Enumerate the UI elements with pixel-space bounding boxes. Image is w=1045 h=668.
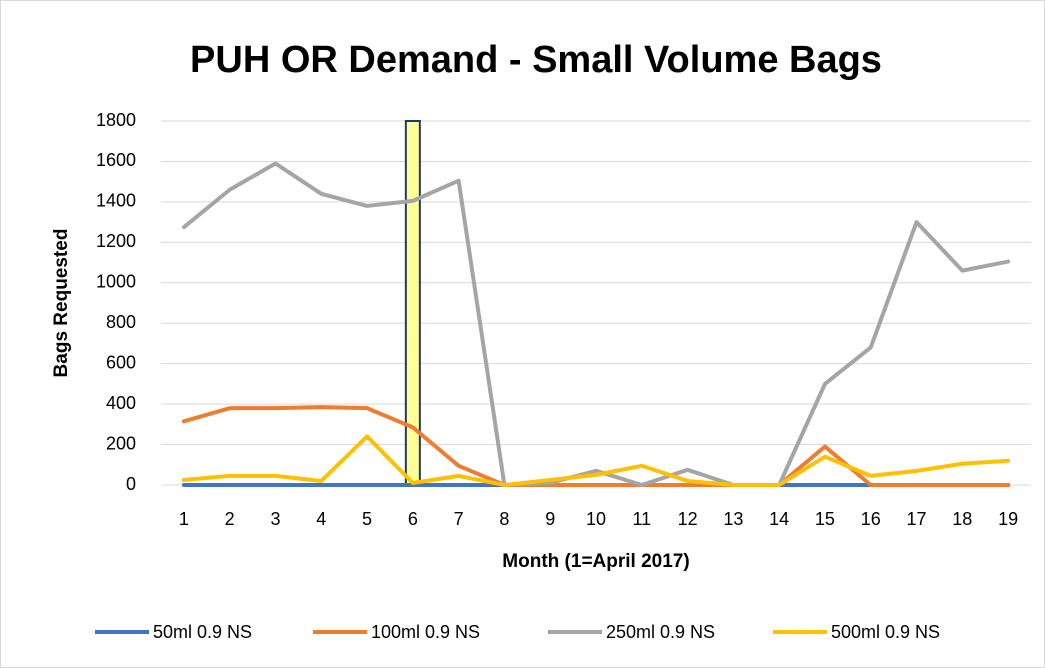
x-axis-title: Month (1=April 2017) [502, 551, 689, 572]
x-tick-label: 3 [270, 509, 280, 529]
y-axis-title: Bags Requested [51, 229, 72, 378]
y-tick-label: 1200 [96, 231, 136, 251]
x-tick-label: 11 [632, 509, 651, 529]
legend-label: 50ml 0.9 NS [153, 622, 252, 642]
x-tick-label: 19 [998, 509, 1018, 529]
y-tick-label: 1400 [96, 191, 136, 211]
legend-label: 250ml 0.9 NS [606, 622, 715, 642]
y-tick-label: 1800 [96, 110, 136, 130]
y-tick-label: 1000 [96, 272, 136, 292]
legend-label: 500ml 0.9 NS [831, 622, 940, 642]
series-line [181, 434, 1011, 487]
x-tick-label: 5 [362, 509, 372, 529]
y-tick-label: 800 [106, 312, 136, 332]
y-tick-label: 600 [106, 352, 136, 372]
series-line [181, 405, 1011, 487]
x-tick-label: 8 [499, 509, 509, 529]
chart-title: PUH OR Demand - Small Volume Bags [190, 39, 882, 81]
x-tick-label: 15 [815, 509, 835, 529]
x-tick-label: 9 [545, 509, 555, 529]
x-tick-label: 18 [952, 509, 972, 529]
x-tick-label: 14 [769, 509, 789, 529]
x-tick-label: 2 [225, 509, 235, 529]
x-tick-label: 16 [861, 509, 881, 529]
x-tick-label: 4 [316, 509, 326, 529]
x-tick-label: 1 [179, 509, 189, 529]
x-tick-label: 12 [678, 509, 698, 529]
y-tick-label: 400 [106, 393, 136, 413]
x-tick-label: 7 [454, 509, 464, 529]
x-tick-label: 6 [408, 509, 418, 529]
x-tick-label: 13 [723, 509, 743, 529]
series-line [181, 161, 1011, 487]
legend-label: 100ml 0.9 NS [371, 622, 480, 642]
y-tick-label: 200 [106, 433, 136, 453]
y-tick-label: 1600 [96, 150, 136, 170]
x-tick-label: 17 [907, 509, 927, 529]
x-tick-label: 10 [586, 509, 606, 529]
y-tick-label: 0 [126, 474, 136, 494]
